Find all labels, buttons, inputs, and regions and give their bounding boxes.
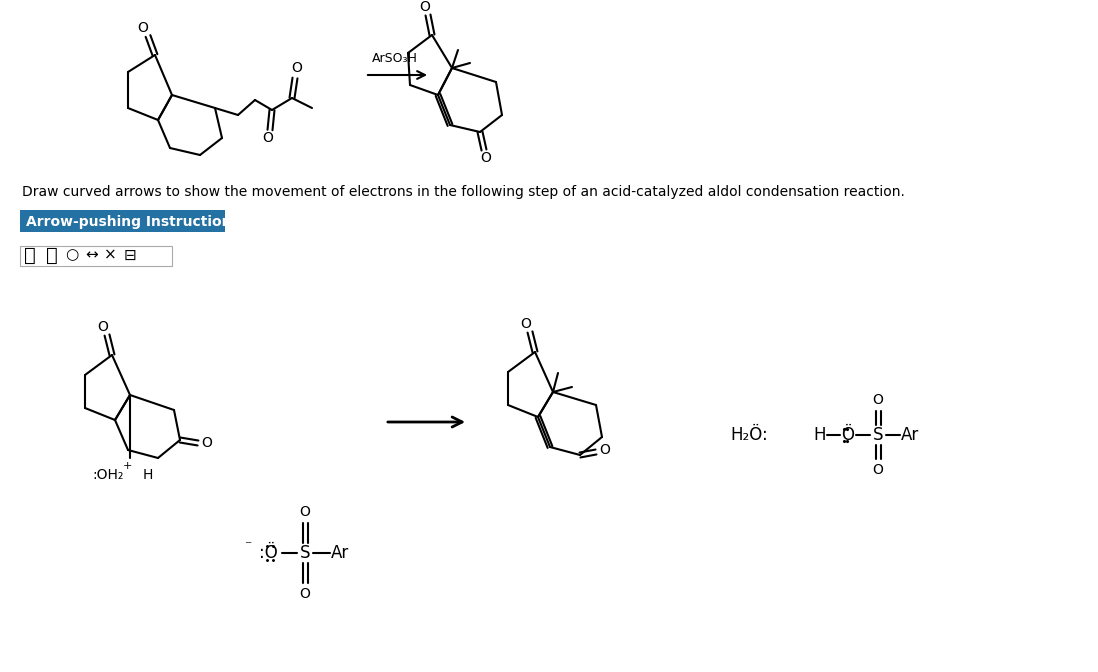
Text: :OH₂: :OH₂ — [92, 468, 124, 482]
Text: ArSO₃H: ArSO₃H — [372, 52, 418, 65]
Text: ○: ○ — [66, 247, 79, 263]
Text: ⁻: ⁻ — [245, 539, 251, 553]
Text: O: O — [873, 463, 884, 477]
Text: Ö: Ö — [841, 426, 854, 444]
Text: :Ö: :Ö — [259, 544, 278, 562]
Text: +: + — [122, 461, 132, 471]
Text: ⌒: ⌒ — [24, 245, 36, 265]
Text: O: O — [520, 317, 531, 331]
Text: Arrow-pushing Instructions: Arrow-pushing Instructions — [26, 215, 239, 229]
Text: S: S — [300, 544, 311, 562]
Text: O: O — [873, 393, 884, 407]
Text: Ar: Ar — [900, 426, 919, 444]
Text: O: O — [481, 151, 492, 165]
Text: S: S — [873, 426, 883, 444]
Bar — [20, 246, 172, 266]
Text: ⌒: ⌒ — [46, 245, 58, 265]
Text: H: H — [814, 426, 827, 444]
Text: H₂Ö:: H₂Ö: — [730, 426, 768, 444]
Text: O: O — [300, 587, 311, 601]
Text: ×: × — [103, 247, 116, 263]
Text: Ar: Ar — [330, 544, 349, 562]
Text: O: O — [600, 443, 610, 457]
Text: ⊟: ⊟ — [124, 247, 136, 263]
Text: Draw curved arrows to show the movement of electrons in the following step of an: Draw curved arrows to show the movement … — [22, 185, 905, 199]
Text: H: H — [143, 468, 154, 482]
Bar — [20, 210, 225, 232]
Text: ↔: ↔ — [86, 247, 99, 263]
Text: O: O — [419, 0, 430, 14]
Text: O: O — [202, 436, 212, 450]
Text: O: O — [98, 320, 109, 334]
Text: O: O — [300, 505, 311, 519]
Text: O: O — [262, 131, 273, 145]
Text: O: O — [137, 21, 148, 35]
Text: O: O — [292, 61, 302, 75]
